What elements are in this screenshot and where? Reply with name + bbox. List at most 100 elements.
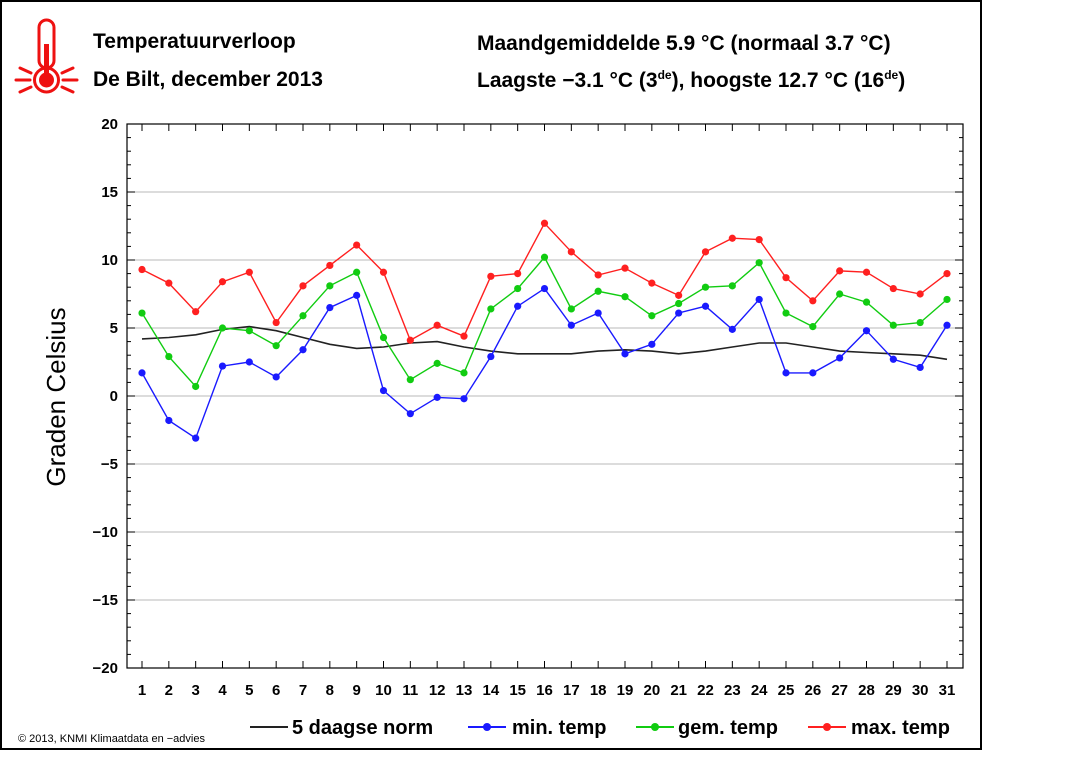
legend-label: max. temp bbox=[851, 717, 950, 739]
data-point bbox=[218, 278, 227, 286]
data-point bbox=[406, 376, 414, 384]
x-tick-label: 19 bbox=[617, 682, 634, 699]
data-point bbox=[460, 395, 468, 403]
x-tick-label: 26 bbox=[804, 682, 821, 699]
x-tick-label: 22 bbox=[697, 682, 714, 699]
y-tick-label: −10 bbox=[93, 524, 118, 541]
data-point bbox=[836, 354, 844, 362]
y-tick-label: 0 bbox=[110, 388, 118, 405]
data-point bbox=[540, 219, 549, 227]
thermometer-mercury bbox=[44, 44, 49, 74]
x-tick-label: 1 bbox=[138, 682, 146, 699]
data-point bbox=[460, 369, 468, 377]
x-tick-label: 4 bbox=[218, 682, 227, 699]
data-point bbox=[326, 261, 334, 270]
x-tick-label: 20 bbox=[643, 682, 660, 699]
x-tick-label: 27 bbox=[831, 682, 848, 699]
data-point bbox=[728, 282, 736, 290]
data-point bbox=[943, 270, 951, 278]
data-point bbox=[245, 358, 253, 366]
y-tick-label: −15 bbox=[93, 592, 118, 609]
extremes-end: ) bbox=[898, 69, 906, 92]
x-tick-label: 31 bbox=[939, 682, 956, 699]
data-point bbox=[836, 290, 844, 298]
x-tick-label: 29 bbox=[885, 682, 902, 699]
x-tick-label: 16 bbox=[536, 682, 553, 699]
data-point bbox=[514, 270, 522, 278]
data-point bbox=[567, 305, 575, 313]
grid-lines bbox=[127, 123, 963, 669]
y-tick-label: 15 bbox=[101, 184, 118, 201]
x-tick-label: 11 bbox=[402, 682, 418, 699]
x-tick-label: 17 bbox=[563, 682, 580, 699]
x-tick-label: 10 bbox=[375, 682, 392, 699]
legend-label: 5 daagse norm bbox=[292, 717, 433, 739]
data-point bbox=[567, 321, 575, 329]
thermometer-icon bbox=[14, 18, 79, 94]
x-tick-label: 18 bbox=[590, 682, 607, 699]
data-point bbox=[621, 350, 629, 358]
data-point bbox=[379, 268, 388, 276]
extremes-lowest: Laagste −3.1 °C (3 bbox=[477, 69, 658, 92]
monthly-average-text: Maandgemiddelde 5.9 °C (normaal 3.7 °C) bbox=[477, 32, 891, 55]
data-point bbox=[165, 416, 173, 425]
data-point bbox=[138, 265, 146, 274]
x-tick-label: 2 bbox=[165, 682, 173, 699]
data-point bbox=[675, 309, 683, 317]
x-tick-label: 25 bbox=[778, 682, 795, 699]
data-point bbox=[889, 355, 897, 363]
data-point bbox=[782, 369, 790, 377]
series-line--daagse-norm bbox=[141, 325, 948, 361]
data-point bbox=[728, 234, 736, 242]
heat-ray bbox=[18, 66, 33, 75]
y-tick-label: −20 bbox=[93, 660, 118, 677]
series-line-gem-temp bbox=[141, 256, 948, 388]
data-point bbox=[272, 373, 280, 381]
data-point bbox=[487, 352, 495, 361]
x-tick-label: 15 bbox=[509, 682, 526, 699]
y-tick-label: −5 bbox=[101, 456, 118, 473]
data-point bbox=[487, 305, 495, 313]
data-point bbox=[621, 293, 629, 301]
data-point bbox=[943, 321, 951, 329]
data-point bbox=[406, 336, 414, 344]
data-point bbox=[433, 359, 441, 367]
heat-ray bbox=[18, 85, 33, 94]
extremes-sup-2: de bbox=[884, 68, 899, 82]
data-point bbox=[353, 291, 361, 299]
extremes-sup-1: de bbox=[657, 68, 672, 82]
data-point bbox=[809, 369, 817, 377]
data-point bbox=[648, 340, 656, 348]
data-point bbox=[379, 386, 388, 395]
legend: 5 daagse norm min. temp gem. temp max. temp bbox=[250, 717, 950, 739]
data-point bbox=[299, 312, 307, 320]
data-point bbox=[916, 363, 924, 372]
data-point bbox=[138, 309, 146, 317]
data-point bbox=[836, 267, 844, 275]
data-point bbox=[299, 282, 307, 290]
data-point bbox=[594, 287, 602, 295]
data-point bbox=[245, 327, 253, 335]
data-point bbox=[192, 308, 200, 316]
data-point bbox=[272, 342, 280, 350]
chart-title: Temperatuurverloop bbox=[93, 30, 296, 53]
heat-ray bbox=[60, 66, 75, 75]
data-point bbox=[326, 282, 334, 290]
copyright-text: © 2013, KNMI Klimaatdata en −advies bbox=[18, 733, 205, 745]
heat-ray bbox=[60, 85, 75, 94]
data-point bbox=[165, 352, 173, 361]
data-point bbox=[433, 393, 441, 401]
x-tick-label: 23 bbox=[724, 682, 741, 699]
extremes-text: Laagste −3.1 °C (3de), hoogste 12.7 °C (… bbox=[477, 68, 905, 93]
data-point bbox=[594, 271, 602, 279]
data-point bbox=[648, 312, 656, 320]
x-tick-label: 13 bbox=[456, 682, 473, 699]
legend-marker bbox=[483, 723, 491, 731]
data-point bbox=[809, 297, 817, 305]
data-point bbox=[701, 302, 710, 310]
data-point bbox=[889, 321, 897, 329]
x-tick-label: 8 bbox=[326, 682, 334, 699]
data-point bbox=[487, 272, 495, 280]
x-tick-label: 6 bbox=[272, 682, 280, 699]
data-point bbox=[943, 295, 951, 304]
